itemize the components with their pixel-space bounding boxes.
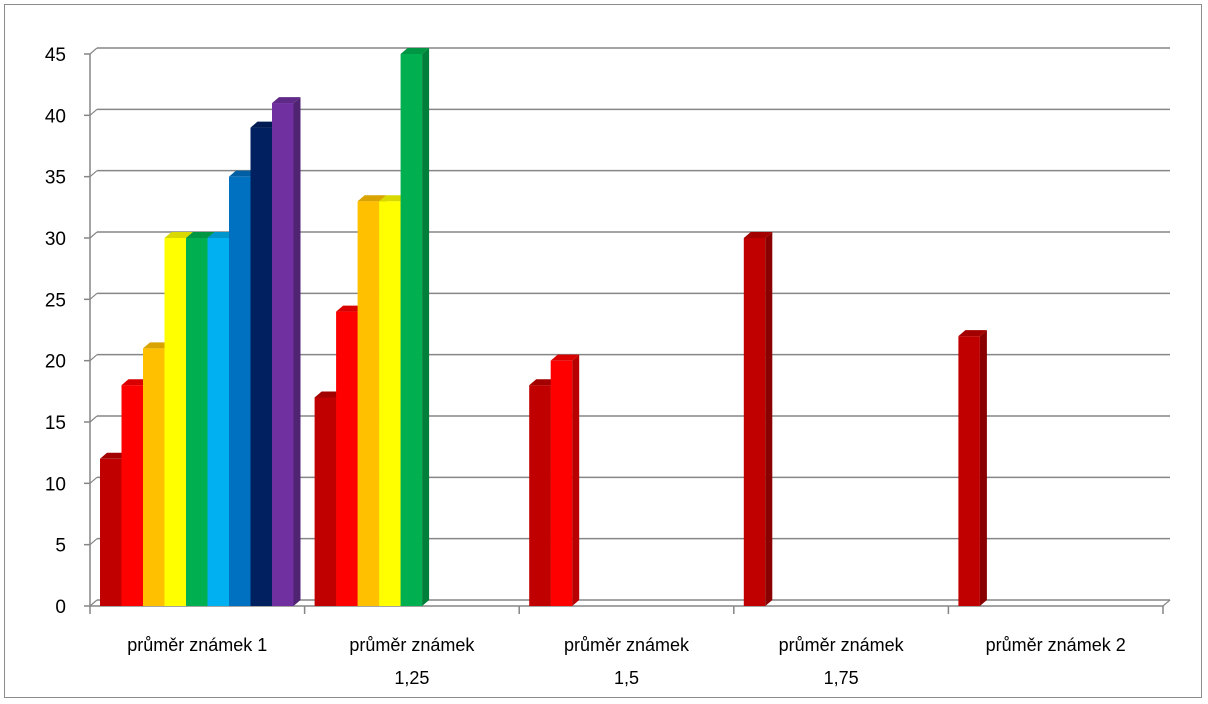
gridline-side bbox=[89, 415, 98, 423]
bar-top bbox=[529, 379, 558, 386]
bar-front bbox=[529, 385, 551, 606]
bar-top bbox=[314, 391, 344, 398]
bars bbox=[100, 48, 987, 607]
x-tick-label: 1,5 bbox=[614, 668, 639, 688]
bar-top bbox=[550, 354, 580, 361]
y-tick-label: 5 bbox=[55, 536, 66, 557]
bar bbox=[743, 232, 773, 606]
y-tick-label: 35 bbox=[45, 168, 66, 189]
bar-front bbox=[379, 201, 401, 606]
bar-front bbox=[207, 238, 229, 606]
bar bbox=[400, 48, 430, 606]
bar-front bbox=[336, 311, 358, 606]
x-tick-label: průměr známek bbox=[779, 635, 905, 655]
x-tick-label: průměr známek bbox=[564, 635, 690, 655]
gridline-side bbox=[89, 47, 98, 55]
bar-front bbox=[743, 238, 766, 606]
bar-side bbox=[293, 97, 301, 607]
bar-top bbox=[164, 232, 193, 238]
bar-top bbox=[272, 97, 301, 104]
gridline-side bbox=[89, 354, 98, 362]
bar-side bbox=[979, 330, 987, 606]
bar-front bbox=[400, 54, 423, 606]
gridline-side bbox=[89, 292, 98, 300]
bar-top bbox=[400, 48, 430, 54]
gridline-side bbox=[89, 108, 98, 116]
y-tick-label: 45 bbox=[45, 45, 66, 66]
x-tick-label: 1,75 bbox=[824, 668, 859, 688]
bar-top bbox=[186, 232, 215, 238]
y-tick-label: 40 bbox=[45, 106, 66, 127]
y-tick-label: 0 bbox=[55, 597, 66, 618]
bar-front bbox=[164, 238, 186, 606]
x-tick-label: průměr známek bbox=[349, 635, 475, 655]
y-tick-label: 30 bbox=[45, 229, 66, 250]
y-axis: 0 5 10 15 20 25 30 35 40 45 bbox=[45, 45, 90, 618]
bar-top bbox=[100, 452, 129, 459]
bar-top bbox=[958, 330, 987, 337]
bar bbox=[550, 354, 580, 606]
floor-edge bbox=[1162, 599, 1171, 607]
y-tick-label: 15 bbox=[45, 413, 66, 434]
bar-top bbox=[121, 379, 150, 386]
bar-front bbox=[314, 397, 337, 606]
bar-top bbox=[207, 232, 236, 238]
x-tick-label: 1,25 bbox=[394, 668, 429, 688]
bar-top bbox=[379, 195, 408, 202]
y-tick-label: 10 bbox=[45, 474, 66, 495]
bar-side bbox=[422, 48, 430, 606]
bar-front bbox=[958, 336, 980, 606]
gridline-side bbox=[89, 476, 98, 484]
bar-side bbox=[765, 232, 773, 606]
x-axis-labels: průměr známek 1 průměr známek 1,25 průměr z… bbox=[127, 635, 1125, 688]
x-tick-label: průměr známek 2 bbox=[986, 635, 1126, 655]
gridline-side bbox=[89, 599, 98, 607]
y-tick-label: 25 bbox=[45, 290, 66, 311]
bar-top bbox=[250, 121, 279, 128]
gridline-side bbox=[89, 170, 98, 178]
bar-front bbox=[121, 385, 143, 606]
bar-front bbox=[186, 238, 208, 606]
bar bbox=[958, 330, 987, 606]
gridline-side bbox=[89, 538, 98, 546]
bar-top bbox=[743, 232, 773, 238]
bar-front bbox=[143, 348, 165, 606]
bar-front bbox=[550, 360, 573, 606]
bar-top bbox=[229, 170, 258, 177]
y-tick-label: 20 bbox=[45, 352, 66, 373]
bar-front bbox=[250, 127, 272, 606]
gridline-side bbox=[89, 231, 98, 239]
bar-top bbox=[336, 305, 365, 312]
bar-front bbox=[229, 176, 251, 606]
bar bbox=[272, 97, 301, 607]
bar-front bbox=[357, 201, 380, 606]
bar-front bbox=[100, 458, 122, 606]
bar-top bbox=[143, 342, 172, 349]
bar-top bbox=[357, 195, 387, 202]
x-tick-label: průměr známek 1 bbox=[127, 635, 267, 655]
bar-front bbox=[272, 103, 294, 607]
bar-side bbox=[572, 354, 580, 606]
